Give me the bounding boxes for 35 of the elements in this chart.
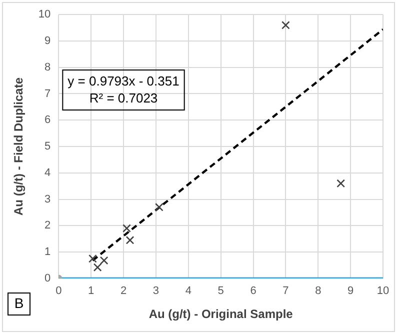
- point: [155, 202, 164, 212]
- text: B: [14, 294, 24, 311]
- x-tick-label: 6: [250, 285, 256, 298]
- x-tick-label: 4: [185, 285, 192, 298]
- x-tick-label: 5: [218, 285, 224, 298]
- point: [336, 179, 346, 188]
- y-tick-label: 3: [44, 193, 51, 206]
- x-tick-label: 3: [152, 285, 160, 298]
- x-tick-label: 1: [88, 285, 94, 298]
- x-axis-title: Au (g/t) - Original Sample: [148, 307, 294, 322]
- point: [88, 254, 97, 263]
- y-tick-label: 4: [44, 166, 51, 179]
- y-tick-label: 8: [44, 61, 51, 74]
- x-tick-label: 0: [56, 285, 62, 298]
- y-tick-label: 9: [44, 35, 51, 48]
- y-axis-title: Au (g/t) - Field Duplicate: [12, 77, 26, 216]
- y-tick-label: 10: [38, 8, 51, 21]
- y-tick-label: 7: [44, 88, 51, 100]
- x-tick-label: 8: [315, 285, 322, 298]
- x-tick-label: 2: [120, 285, 127, 298]
- y-tick-label: 5: [44, 140, 51, 153]
- x-tick-label: 10: [376, 285, 390, 298]
- x-tick-label: 9: [348, 285, 354, 298]
- point: [122, 224, 131, 232]
- y-tick-label: 1: [44, 246, 51, 258]
- y-tick-label: 0: [44, 272, 51, 284]
- point: [126, 236, 134, 244]
- annotation: R² = 0.7023: [89, 90, 158, 106]
- point: [100, 256, 108, 265]
- annotation: y = 0.9793x - 0.351: [68, 74, 180, 89]
- x-tick-label: 7: [282, 285, 289, 298]
- y-tick-label: 2: [44, 220, 51, 232]
- point: [93, 263, 102, 272]
- point: [282, 20, 290, 30]
- y-tick-label: 6: [44, 114, 51, 126]
